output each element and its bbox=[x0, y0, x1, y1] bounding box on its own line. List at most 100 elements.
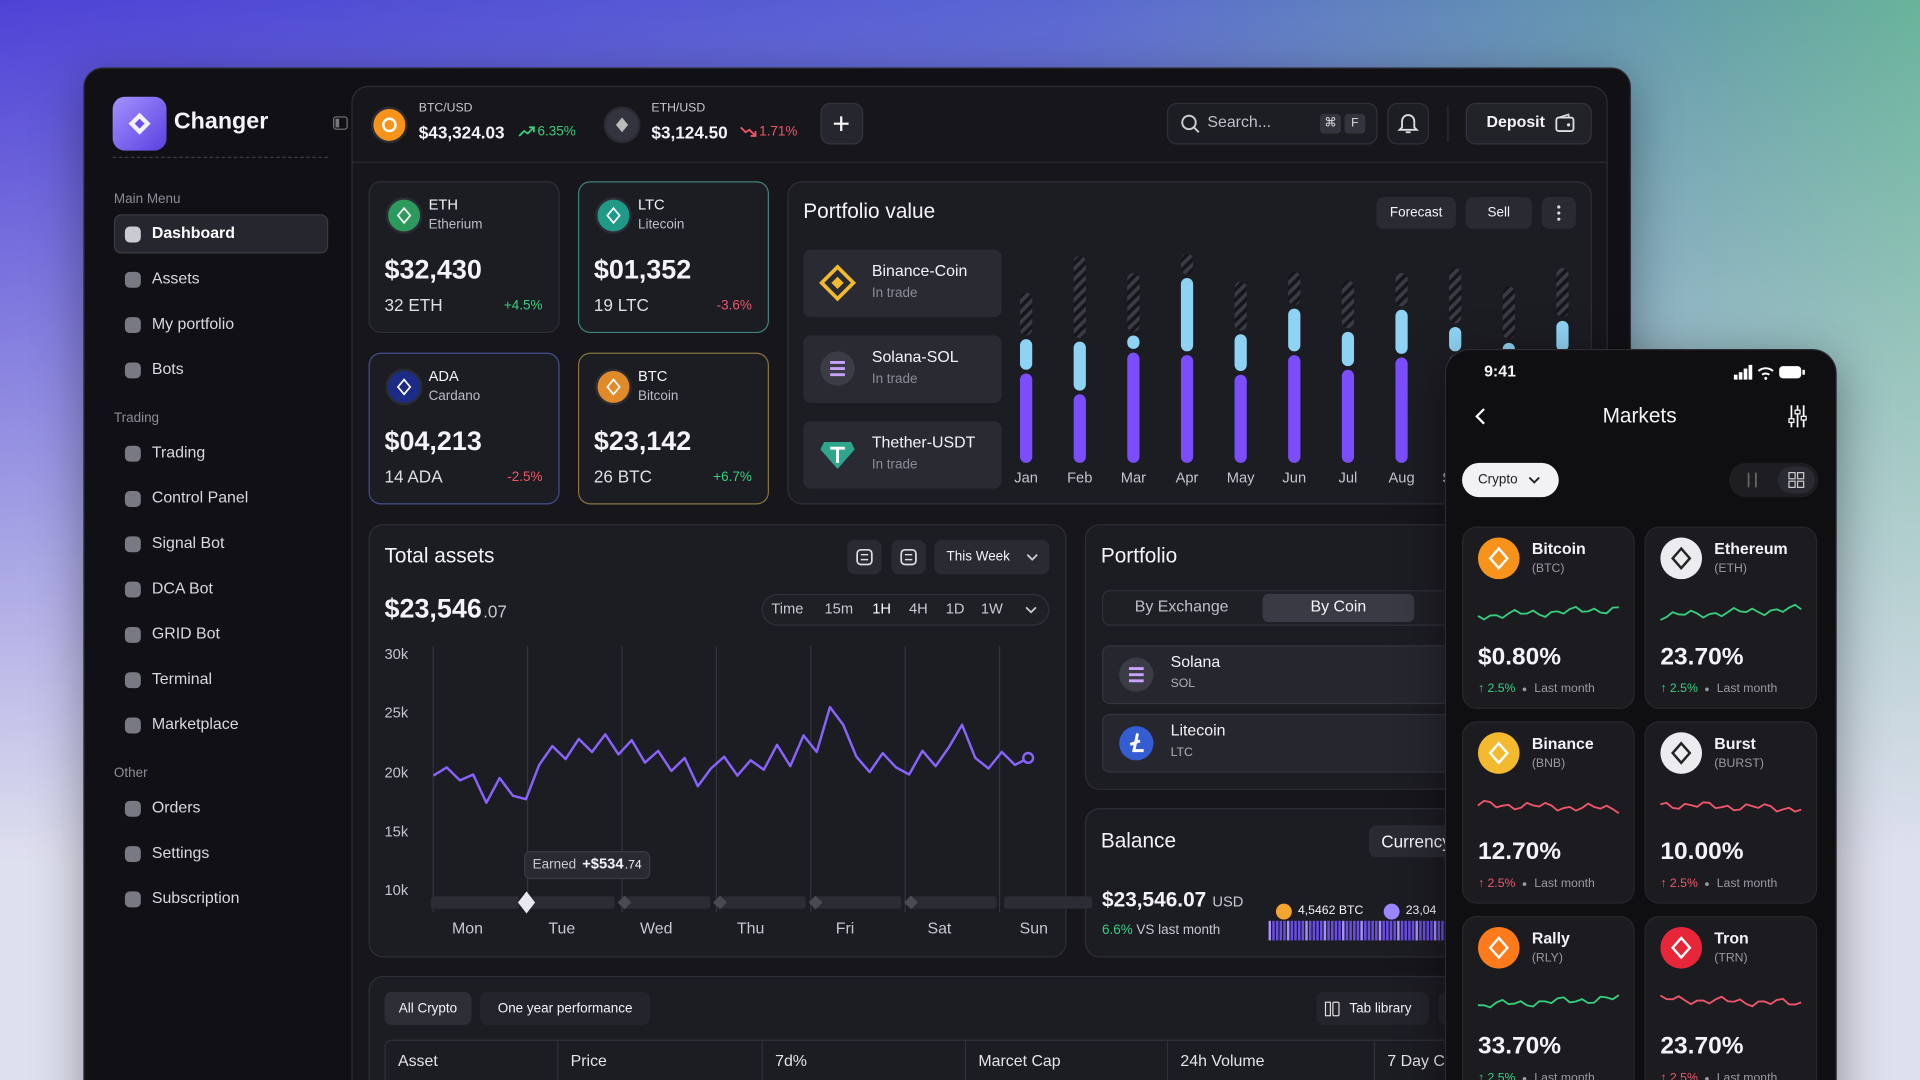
tab-label[interactable]: By Coin bbox=[1310, 596, 1367, 616]
icon-part bbox=[1788, 418, 1795, 424]
coin-status: In trade bbox=[871, 371, 918, 387]
coin-row[interactable] bbox=[1102, 713, 1470, 773]
coin-row[interactable] bbox=[1102, 645, 1470, 705]
icon-part bbox=[831, 276, 844, 289]
action-label: Forecast bbox=[1389, 205, 1443, 221]
back-chevron bbox=[1475, 408, 1485, 425]
range-option: Time bbox=[771, 600, 804, 618]
bell-button[interactable] bbox=[1387, 102, 1429, 145]
card-change: +6.7% bbox=[713, 469, 752, 485]
deposit-button[interactable] bbox=[1465, 102, 1592, 145]
menu-item[interactable]: DCA Bot bbox=[151, 578, 213, 597]
coin-name: Solana-SOL bbox=[871, 347, 959, 366]
coin-logo bbox=[820, 351, 855, 386]
column-header[interactable]: 7d% bbox=[775, 1051, 807, 1070]
column-header[interactable]: 24h Volume bbox=[1180, 1051, 1265, 1070]
icon-part bbox=[1332, 1001, 1340, 1017]
coin-logo bbox=[1119, 726, 1154, 761]
coin-value: 23.70% bbox=[1660, 1032, 1744, 1060]
icon-part bbox=[1733, 374, 1738, 380]
ticker-change: 6.35% bbox=[537, 124, 576, 140]
icon-part bbox=[124, 626, 141, 643]
icon-button[interactable] bbox=[847, 540, 882, 575]
card-name: Etherium bbox=[428, 217, 483, 233]
table-tab[interactable] bbox=[384, 991, 472, 1025]
menu-item[interactable]: GRID Bot bbox=[151, 623, 220, 643]
menu-item[interactable]: Dashboard bbox=[151, 223, 235, 242]
icon-part bbox=[1324, 1001, 1332, 1017]
table-tab[interactable] bbox=[480, 991, 651, 1025]
card-symbol: LTC bbox=[637, 196, 665, 214]
menu-item[interactable]: Assets bbox=[151, 268, 200, 288]
icon-part bbox=[1788, 472, 1796, 480]
icon-part bbox=[1557, 205, 1561, 209]
range-option[interactable]: 1W bbox=[980, 600, 1003, 618]
action-button[interactable] bbox=[1376, 197, 1456, 229]
menu-item[interactable]: Orders bbox=[151, 797, 201, 817]
icon-part bbox=[1129, 733, 1144, 753]
menu-item[interactable]: My portfolio bbox=[151, 314, 235, 333]
coin-period: Last month bbox=[1716, 1071, 1778, 1080]
icon-part bbox=[124, 800, 141, 817]
range-option[interactable]: 1H bbox=[872, 600, 892, 618]
x-tick-label: Fri bbox=[835, 919, 855, 938]
menu-item[interactable]: Control Panel bbox=[151, 487, 249, 507]
range-option[interactable]: 4H bbox=[908, 600, 928, 618]
menu-item[interactable]: Bots bbox=[151, 359, 184, 378]
action-button[interactable] bbox=[1465, 197, 1532, 229]
crypto-select[interactable] bbox=[1462, 462, 1559, 498]
icon-part bbox=[615, 117, 629, 133]
menu-item[interactable]: Marketplace bbox=[151, 714, 239, 733]
search-box[interactable] bbox=[1166, 102, 1378, 145]
icon-part bbox=[124, 491, 141, 507]
tooltip-cents: .74 bbox=[624, 858, 642, 872]
icon-part bbox=[1555, 116, 1575, 132]
ticker-pair: BTC/USD bbox=[418, 101, 473, 116]
icon-part bbox=[335, 118, 340, 128]
card-value: $04,213 bbox=[384, 425, 482, 456]
ticker-price: $3,124.50 bbox=[651, 122, 728, 142]
icon-part bbox=[750, 131, 757, 137]
tab-label[interactable]: By Exchange bbox=[1134, 596, 1229, 616]
menu-item[interactable]: Trading bbox=[151, 442, 206, 462]
icon-part bbox=[830, 446, 845, 463]
icon-part bbox=[1193, 126, 1200, 133]
coin-glyph bbox=[606, 206, 621, 225]
icon-part bbox=[124, 846, 141, 863]
icon-part bbox=[124, 317, 141, 334]
icon-part bbox=[124, 445, 141, 462]
icon-part bbox=[606, 206, 621, 225]
menu-item[interactable]: Subscription bbox=[151, 888, 240, 907]
x-tick-label: Aug bbox=[1388, 469, 1415, 487]
range-option[interactable]: 1D bbox=[945, 600, 965, 618]
library-icon bbox=[1324, 1001, 1340, 1017]
table-tab-label: All Crypto bbox=[398, 1001, 458, 1016]
panel-title: Portfolio value bbox=[803, 199, 936, 224]
column-header[interactable]: Price bbox=[570, 1051, 607, 1070]
icon-part bbox=[904, 553, 913, 561]
card-value: $23,142 bbox=[593, 425, 692, 456]
y-tick-label: 25k bbox=[384, 704, 409, 722]
column-divider bbox=[964, 1039, 967, 1080]
menu-item[interactable]: Signal Bot bbox=[151, 533, 225, 552]
ticker-price: $43,324.03 bbox=[418, 122, 505, 142]
icon-part bbox=[124, 271, 141, 288]
filter-icon bbox=[1788, 405, 1807, 428]
icon-button[interactable] bbox=[891, 540, 926, 575]
column-header[interactable]: Marcet Cap bbox=[978, 1051, 1061, 1070]
menu-icon bbox=[124, 717, 141, 734]
card-symbol: ETH bbox=[428, 196, 458, 214]
section-title: Trading bbox=[113, 411, 160, 426]
unit: USD bbox=[1212, 892, 1244, 911]
range-option[interactable]: 15m bbox=[824, 600, 854, 618]
coin-change: ↑ 2.5% bbox=[1660, 682, 1698, 696]
column-header[interactable]: Asset bbox=[397, 1051, 438, 1070]
menu-item[interactable]: Terminal bbox=[151, 669, 212, 688]
card-name: Cardano bbox=[428, 388, 481, 404]
icon-part bbox=[1181, 114, 1197, 131]
tab-library-button[interactable] bbox=[1316, 991, 1429, 1025]
menu-item[interactable]: Settings bbox=[151, 843, 210, 862]
status-icons bbox=[1733, 364, 1805, 380]
icon-part bbox=[1800, 415, 1807, 421]
icon-part bbox=[1796, 480, 1805, 488]
